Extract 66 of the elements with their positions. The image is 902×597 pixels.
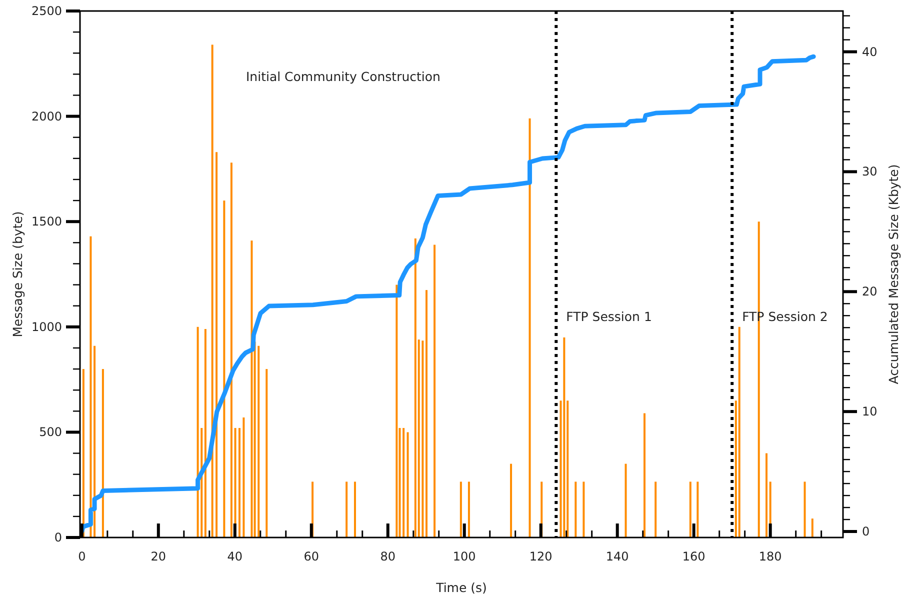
x-tick-label: 100 [452,550,476,564]
bar [204,329,206,538]
bar [216,152,218,538]
x-tick-label: 120 [529,550,552,564]
bar [460,482,462,538]
bar [434,244,436,538]
bar [811,518,814,538]
annotation: Initial Community Construction [246,69,440,84]
bar [696,482,699,538]
bar [468,482,470,538]
bar [402,428,405,538]
y-tick-label: 2000 [31,109,62,124]
bar [624,464,627,538]
bar [266,369,268,538]
bar [346,482,348,538]
x-tick-label: 80 [380,550,396,564]
y-tick-label: 2500 [31,4,62,18]
bar [230,162,232,538]
y-tick-label: 0 [54,530,62,544]
y2-tick-label: 10 [862,404,878,419]
bar [804,482,806,538]
x-tick-label: 40 [227,550,243,564]
bar [90,236,92,538]
y-tick-label: 500 [39,425,62,440]
x-tick-label: 140 [606,550,629,564]
bar [422,340,424,538]
bar [250,240,253,538]
bar [196,326,199,538]
bar [242,417,245,538]
bar [94,346,96,538]
y2-tick-label: 30 [862,164,878,179]
bar [354,482,356,538]
bar [82,369,84,538]
bar [689,482,692,538]
x-tick-label: 60 [304,550,320,564]
x-tick-label: 0 [78,550,86,564]
bar [414,238,416,538]
bar [582,482,585,538]
bar [238,428,240,538]
bar [426,290,428,538]
bar [563,337,566,538]
x-tick-label: 160 [682,550,706,564]
y2-tick-label: 20 [862,284,878,299]
bar [223,200,226,538]
y2-axis-title: Accumulated Message Size (Kbyte) [886,164,901,384]
y-tick-label: 1500 [31,214,62,229]
bar [406,432,409,538]
y2-tick-label: 0 [862,524,870,539]
bar [102,369,104,538]
y2-tick-label: 40 [862,44,878,59]
ref-line-label: FTP Session 1 [566,308,652,324]
bar [528,118,531,538]
x-axis-title: Time (s) [435,580,487,595]
bar [258,346,260,538]
bar [510,464,512,538]
bar [574,482,577,538]
bar [654,482,657,538]
bar [644,413,646,538]
bar [738,326,740,538]
bar [211,44,214,538]
bar [766,453,768,538]
x-tick-label: 180 [758,550,782,564]
y-tick-label: 1000 [31,320,62,334]
x-tick-label: 20 [150,550,166,564]
bar [396,284,398,538]
y-axis-title: Message Size (byte) [10,211,25,338]
